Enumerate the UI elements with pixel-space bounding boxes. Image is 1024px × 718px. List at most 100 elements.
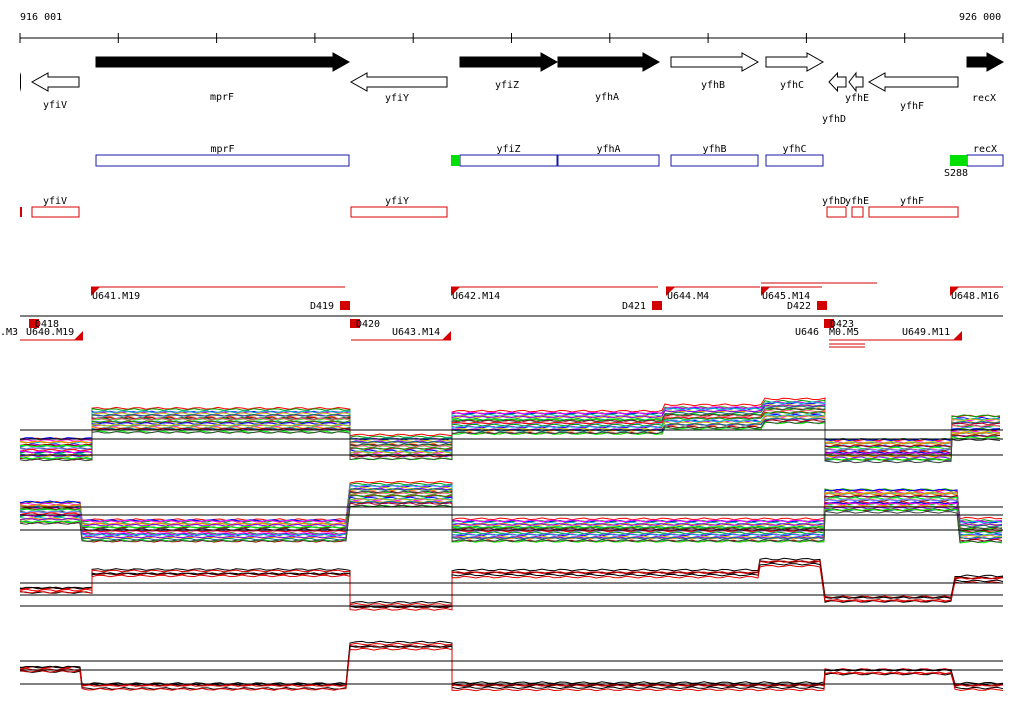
gene-arrow bbox=[30, 72, 80, 92]
segment-label: U648.M16 bbox=[951, 291, 999, 302]
segment-D420[interactable]: D420 bbox=[350, 319, 380, 330]
blue-box-yfiZ[interactable]: yfiZ bbox=[459, 144, 558, 167]
segment-start-marker bbox=[666, 287, 675, 296]
profile-trace bbox=[19, 504, 1003, 543]
blue-box-mprF[interactable]: mprF bbox=[95, 144, 350, 167]
segment-label: M0.M5 bbox=[829, 327, 859, 338]
segment--M3[interactable]: .M3 bbox=[0, 327, 18, 338]
segment-D418[interactable]: D418 bbox=[29, 319, 59, 330]
green-marker-box bbox=[451, 155, 460, 166]
segment-U642-M14[interactable]: U642.M14 bbox=[451, 287, 500, 302]
green-marker-label: S288 bbox=[944, 168, 968, 179]
segment-U648-M16[interactable]: U648.M16 bbox=[950, 287, 999, 302]
blue-box-label: recX bbox=[973, 144, 997, 155]
profile-panels bbox=[19, 397, 1004, 692]
segment-U649-M11[interactable]: U649.M11 bbox=[902, 327, 962, 340]
segment-label: U641.M19 bbox=[92, 291, 140, 302]
segment-D421[interactable]: D421 bbox=[622, 301, 662, 312]
profile-trace bbox=[19, 500, 1003, 540]
tiling-profile-3 bbox=[19, 557, 1004, 611]
gene-label: yfhE bbox=[845, 93, 869, 104]
profile-trace bbox=[19, 400, 1001, 444]
gene-yfhF[interactable]: yfhF bbox=[867, 72, 959, 112]
segment-start-marker bbox=[950, 287, 959, 296]
gene-label: yfhB bbox=[701, 80, 725, 91]
segment-U640-M19[interactable]: U640.M19 bbox=[26, 327, 83, 340]
blue-box bbox=[670, 154, 759, 167]
gene-arrow bbox=[765, 52, 825, 72]
segment-box-marker bbox=[652, 301, 662, 310]
gene-yfhE[interactable]: yfhE bbox=[845, 71, 869, 104]
gene-yfhB[interactable]: yfhB bbox=[670, 52, 760, 91]
red-box-yfhE[interactable]: yfhE bbox=[845, 196, 869, 218]
gene-arrow bbox=[848, 71, 864, 93]
segment-end-marker bbox=[74, 331, 83, 340]
profile-trace bbox=[19, 645, 1004, 690]
red-box-yfiV[interactable]: yfiV bbox=[31, 196, 80, 218]
profile-trace bbox=[19, 397, 1001, 442]
profile-trace bbox=[19, 411, 1001, 455]
gene-label: yfhF bbox=[900, 101, 924, 112]
segment-label: U642.M14 bbox=[452, 291, 500, 302]
segment-label: D420 bbox=[356, 319, 380, 330]
gene-label: yfhD bbox=[822, 114, 846, 125]
profile-trace bbox=[19, 494, 1003, 534]
gene-arrow bbox=[459, 52, 559, 72]
blue-box-yfhC[interactable]: yfhC bbox=[765, 144, 824, 167]
red-box-yfhF[interactable]: yfhF bbox=[868, 196, 959, 218]
segment-box-marker bbox=[350, 319, 360, 328]
red-box-yfiY[interactable]: yfiY bbox=[350, 196, 448, 218]
blue-box bbox=[459, 154, 558, 167]
profile-trace bbox=[19, 560, 1004, 609]
profile-trace bbox=[19, 642, 1004, 687]
blue-box-recX[interactable]: recX bbox=[966, 144, 1004, 167]
gene-label: yfhC bbox=[780, 80, 804, 91]
blue-box-label: mprF bbox=[210, 144, 234, 155]
segment-label: U649.M11 bbox=[902, 327, 950, 338]
segment-label: D418 bbox=[35, 319, 59, 330]
gene-arrow bbox=[670, 52, 760, 72]
gene-recX[interactable]: recX bbox=[966, 52, 1005, 104]
gene-arrow bbox=[557, 52, 661, 72]
gene-yfiZ[interactable]: yfiZ bbox=[459, 52, 559, 91]
segment-U641-M19[interactable]: U641.M19 bbox=[91, 287, 140, 302]
profile-trace bbox=[19, 564, 1004, 611]
end-coordinate: 926 000 bbox=[959, 12, 1002, 23]
red-box-yfhD[interactable]: yfhD bbox=[822, 196, 847, 218]
gene-yfhD[interactable]: yfhD bbox=[822, 71, 847, 125]
blue-box-yfhB[interactable]: yfhB bbox=[670, 144, 759, 167]
segment-label: U644.M4 bbox=[667, 291, 709, 302]
segment-U646[interactable]: U646 bbox=[795, 327, 819, 338]
red-box bbox=[826, 206, 847, 218]
blue-box-yfhA[interactable]: yfhA bbox=[557, 144, 660, 167]
segment-M0-M5[interactable]: M0.M5 bbox=[829, 327, 859, 338]
segment-label: D422 bbox=[787, 301, 811, 312]
segment-U643-M14[interactable]: U643.M14 bbox=[392, 327, 451, 340]
profile-trace bbox=[19, 557, 1004, 604]
segment-box-marker bbox=[817, 301, 827, 310]
segment-D423[interactable]: D423 bbox=[824, 319, 854, 330]
gene-mprF[interactable]: mprF bbox=[95, 52, 351, 103]
segment-U644-M4[interactable]: U644.M4 bbox=[666, 287, 709, 302]
green-marker[interactable]: S288 bbox=[944, 155, 968, 179]
gene-yfiV[interactable]: yfiV bbox=[30, 72, 80, 111]
red-box bbox=[868, 206, 959, 218]
segment-D422[interactable]: D422 bbox=[787, 301, 827, 312]
gene-yfhA[interactable]: yfhA bbox=[557, 52, 661, 103]
red-box-label: yfiY bbox=[385, 196, 409, 207]
green-marker[interactable] bbox=[451, 155, 460, 166]
gene-yfhC[interactable]: yfhC bbox=[765, 52, 825, 91]
profile-trace bbox=[19, 414, 1001, 458]
segment-D419[interactable]: D419 bbox=[310, 301, 350, 312]
gene-yfiY[interactable]: yfiY bbox=[349, 72, 448, 104]
segment-label: U646 bbox=[795, 327, 819, 338]
blue-box-label: yfiZ bbox=[496, 144, 520, 155]
segment-box-marker bbox=[29, 319, 39, 328]
red-box-label: yfhE bbox=[845, 196, 869, 207]
segment-U645-M14[interactable]: U645.M14 bbox=[761, 287, 810, 302]
segment-start-marker bbox=[91, 287, 100, 296]
gene-label: yfiY bbox=[385, 93, 409, 104]
